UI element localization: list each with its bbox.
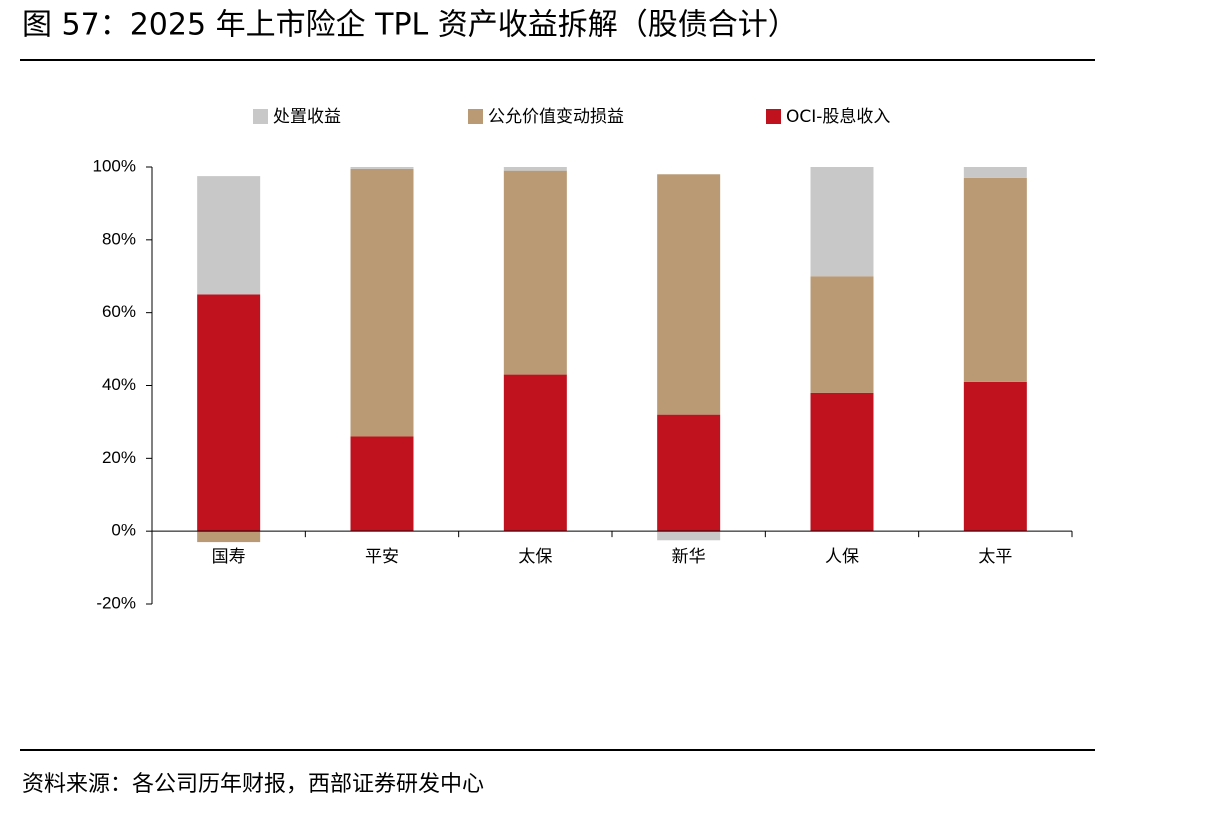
bar-segment [963, 167, 1027, 178]
bar-segment [350, 167, 414, 169]
bar-segment [657, 531, 721, 541]
bar-segment [350, 168, 414, 437]
y-tick-label: -20% [96, 593, 136, 612]
legend-label: 公允价值变动损益 [488, 107, 624, 127]
bar-segment [503, 374, 567, 532]
y-tick-label: 80% [102, 229, 136, 248]
bar-segment [963, 381, 1027, 532]
legend-swatch [253, 109, 268, 124]
bar-segment [657, 414, 721, 532]
y-tick-label: 20% [102, 448, 136, 467]
source-note: 资料来源：各公司历年财报，西部证券研发中心 [22, 772, 484, 797]
bar-segment [503, 167, 567, 171]
bar-segment [197, 176, 261, 295]
x-tick-label: 国寿 [212, 547, 246, 567]
bar-segment [810, 276, 874, 393]
y-tick-label: 0% [111, 521, 136, 540]
y-tick-label: 60% [102, 302, 136, 321]
x-tick-label: 太平 [978, 547, 1012, 567]
bar-segment [350, 436, 414, 532]
bar-segment [197, 531, 261, 543]
bar-segment [810, 392, 874, 532]
x-tick-label: 平安 [365, 547, 399, 567]
x-tick-label: 太保 [518, 547, 552, 567]
bar-segment [810, 167, 874, 277]
x-tick-label: 新华 [672, 547, 706, 567]
legend-label: OCI-股息收入 [786, 107, 890, 127]
y-tick-label: 100% [93, 156, 136, 175]
legend-swatch [468, 109, 483, 124]
legend-swatch [766, 109, 781, 124]
legend-label: 处置收益 [273, 107, 341, 127]
x-tick-label: 人保 [825, 547, 859, 567]
bar-segment [657, 174, 721, 415]
bar-segment [197, 294, 261, 532]
chart-title: 图 57：2025 年上市险企 TPL 资产收益拆解（股债合计） [22, 8, 798, 43]
bar-segment [963, 177, 1027, 382]
y-tick-label: 40% [102, 375, 136, 394]
bar-segment [503, 170, 567, 375]
